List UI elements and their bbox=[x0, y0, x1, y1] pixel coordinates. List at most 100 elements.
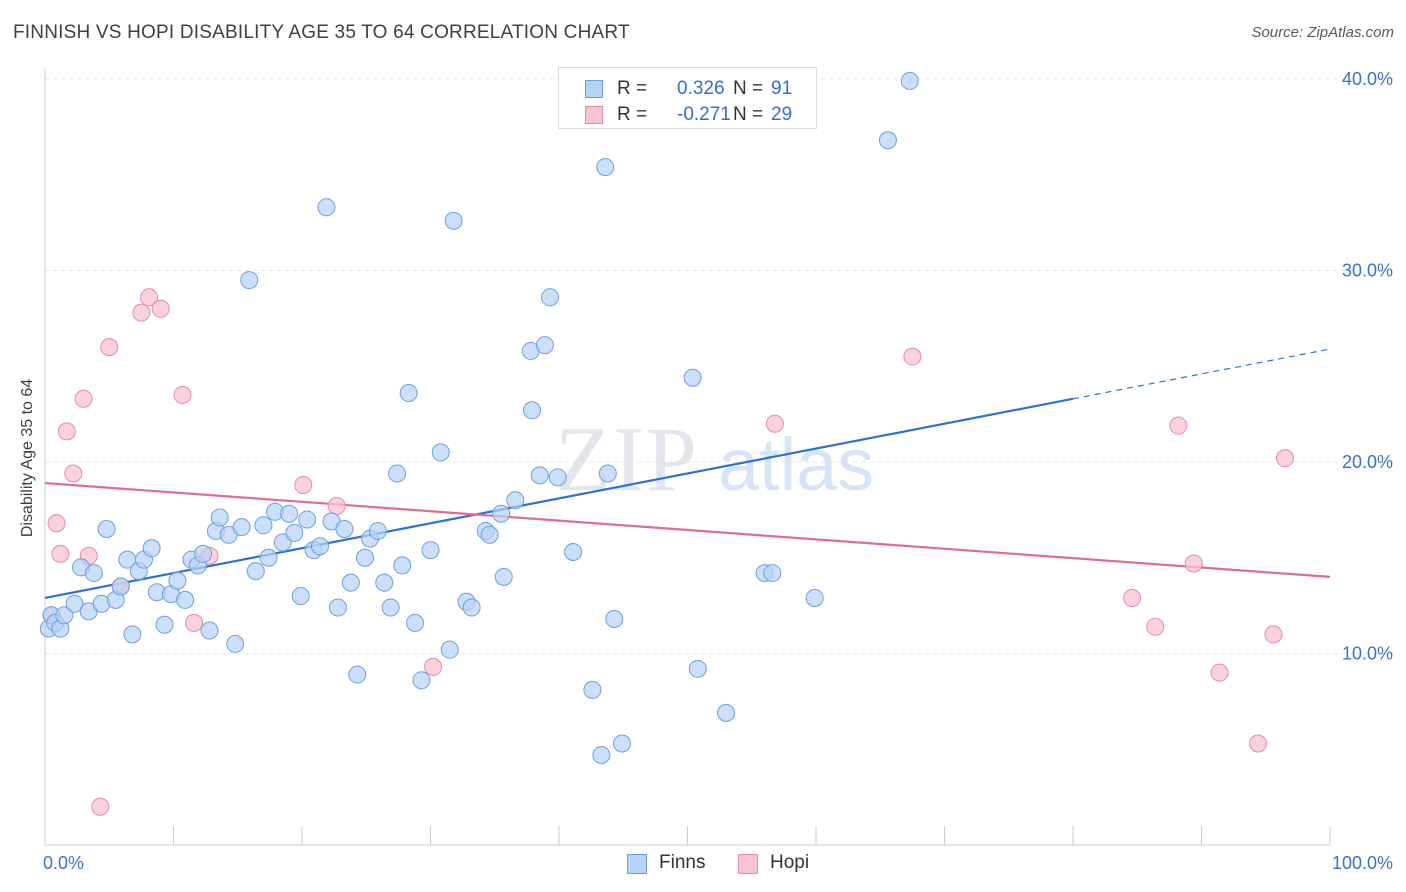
watermark-atlas: atlas bbox=[718, 423, 874, 506]
finns-points bbox=[39, 71, 919, 764]
hopi-point bbox=[1184, 554, 1203, 573]
x-tick-label: 100.0% bbox=[1332, 853, 1393, 873]
finns-point bbox=[717, 703, 736, 722]
finns-point bbox=[210, 508, 229, 527]
finns-point bbox=[612, 734, 631, 753]
finns-swatch bbox=[627, 854, 647, 874]
finns-point bbox=[254, 516, 273, 535]
trend-lines bbox=[44, 348, 1331, 600]
finns-trend-line bbox=[44, 397, 1074, 600]
finns-point bbox=[598, 464, 617, 483]
finns-point bbox=[596, 158, 615, 177]
hopi-point bbox=[185, 613, 204, 632]
finns-point bbox=[492, 504, 511, 523]
hopi-point bbox=[294, 475, 313, 494]
finns-point bbox=[763, 564, 782, 583]
finns-point bbox=[523, 401, 542, 420]
finns-point bbox=[273, 533, 292, 552]
finns-point bbox=[421, 541, 440, 560]
series-legend: Finns Hopi bbox=[0, 851, 1406, 877]
finns-point bbox=[194, 544, 213, 563]
hopi-point bbox=[903, 347, 922, 366]
hopi-point bbox=[327, 497, 346, 516]
finns-point bbox=[388, 464, 407, 483]
y-tick-label: 20.0% bbox=[1342, 452, 1393, 472]
finns-point bbox=[878, 131, 897, 150]
hopi-point bbox=[64, 464, 83, 483]
r-value: -0.271 bbox=[677, 104, 731, 125]
n-value: 29 bbox=[771, 104, 793, 125]
hopi-point bbox=[1276, 449, 1295, 468]
finns-point bbox=[317, 198, 336, 217]
chart-title: FINNISH VS HOPI DISABILITY AGE 35 TO 64 … bbox=[13, 22, 630, 43]
finns-point bbox=[280, 504, 299, 523]
finns-point bbox=[298, 510, 317, 529]
finns-point bbox=[246, 562, 265, 581]
finns-point bbox=[548, 468, 567, 487]
finns-point bbox=[480, 525, 499, 544]
finns-point bbox=[176, 590, 195, 609]
finns-point bbox=[440, 640, 459, 659]
tick-labels: 10.0% 20.0% 30.0% 40.0% 0.0% 100.0% bbox=[43, 69, 1393, 873]
n-label: N = bbox=[733, 78, 764, 99]
hopi-point bbox=[1123, 588, 1142, 607]
hopi-point bbox=[1249, 734, 1268, 753]
hopi-swatch bbox=[585, 106, 603, 124]
r-label: R = bbox=[617, 78, 648, 99]
hopi-point bbox=[51, 544, 70, 563]
n-label: N = bbox=[733, 104, 764, 125]
finns-point bbox=[240, 271, 259, 290]
r-value: 0.326 bbox=[677, 78, 725, 99]
finns-point bbox=[97, 520, 116, 539]
n-value: 91 bbox=[771, 78, 793, 99]
finns-point bbox=[348, 665, 367, 684]
finns-trend-extension bbox=[1072, 348, 1331, 400]
legend-label-hopi: Hopi bbox=[770, 852, 810, 873]
hopi-points bbox=[42, 288, 1295, 816]
finns-point bbox=[123, 625, 142, 644]
stats-legend: R = 0.326 N = 91 R = -0.271 N = 29 bbox=[558, 67, 817, 129]
finns-point bbox=[310, 537, 329, 556]
hopi-point bbox=[1169, 416, 1188, 435]
finns-swatch bbox=[585, 80, 603, 98]
finns-point bbox=[200, 621, 219, 640]
finns-point bbox=[583, 680, 602, 699]
finns-point bbox=[444, 211, 463, 230]
finns-point bbox=[168, 571, 187, 590]
hopi-point bbox=[1264, 625, 1283, 644]
finns-point bbox=[412, 671, 431, 690]
hopi-point bbox=[47, 514, 66, 533]
finns-point bbox=[564, 543, 583, 562]
finns-point bbox=[688, 659, 707, 678]
y-tick-label: 30.0% bbox=[1342, 261, 1393, 281]
finns-point bbox=[341, 573, 360, 592]
watermark-zip: ZIP bbox=[555, 408, 699, 510]
finns-point bbox=[84, 564, 103, 583]
finns-point bbox=[541, 288, 560, 307]
finns-point bbox=[506, 491, 525, 510]
finns-point bbox=[355, 548, 374, 567]
finns-point bbox=[55, 606, 74, 625]
finns-point bbox=[111, 577, 130, 596]
finns-point bbox=[285, 523, 304, 542]
finns-point bbox=[328, 598, 347, 617]
hopi-point bbox=[1210, 663, 1229, 682]
hopi-point bbox=[1146, 617, 1165, 636]
r-label: R = bbox=[617, 104, 648, 125]
hopi-point bbox=[57, 422, 76, 441]
finns-point bbox=[805, 588, 824, 607]
finns-point bbox=[592, 745, 611, 764]
finns-point bbox=[335, 520, 354, 539]
finns-point bbox=[155, 615, 174, 634]
hopi-point bbox=[765, 414, 784, 433]
axes bbox=[44, 68, 1331, 846]
finns-point bbox=[406, 613, 425, 632]
y-tick-label: 10.0% bbox=[1342, 644, 1393, 664]
y-tick-label: 40.0% bbox=[1342, 69, 1393, 89]
finns-point bbox=[605, 610, 624, 629]
finns-point bbox=[65, 594, 84, 613]
finns-point bbox=[259, 548, 278, 567]
finns-point bbox=[381, 598, 400, 617]
finns-point bbox=[530, 466, 549, 485]
